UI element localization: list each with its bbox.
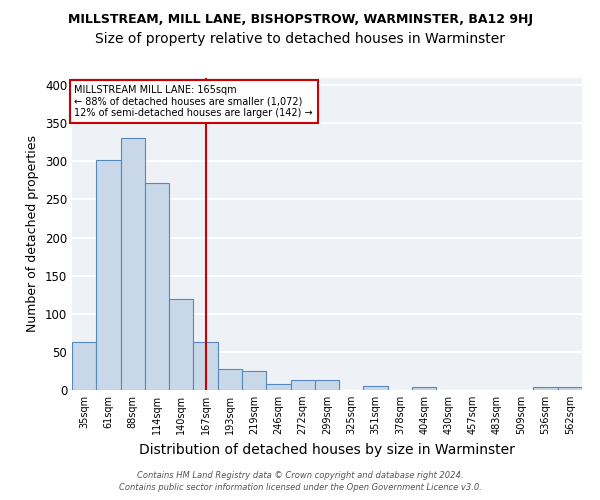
Bar [533, 387, 558, 390]
Bar [558, 387, 582, 390]
Bar [290, 380, 315, 390]
X-axis label: Distribution of detached houses by size in Warminster: Distribution of detached houses by size … [139, 442, 515, 456]
Text: Contains public sector information licensed under the Open Government Licence v3: Contains public sector information licen… [119, 484, 481, 492]
Bar [121, 138, 145, 390]
Bar [169, 298, 193, 390]
Bar [193, 342, 218, 390]
Bar [412, 387, 436, 390]
Bar [315, 380, 339, 390]
Bar [145, 182, 169, 390]
Bar [96, 160, 121, 390]
Bar [72, 342, 96, 390]
Bar [242, 371, 266, 390]
Text: MILLSTREAM MILL LANE: 165sqm
← 88% of detached houses are smaller (1,072)
12% of: MILLSTREAM MILL LANE: 165sqm ← 88% of de… [74, 85, 313, 118]
Text: Contains HM Land Registry data © Crown copyright and database right 2024.: Contains HM Land Registry data © Crown c… [137, 471, 463, 480]
Text: MILLSTREAM, MILL LANE, BISHOPSTROW, WARMINSTER, BA12 9HJ: MILLSTREAM, MILL LANE, BISHOPSTROW, WARM… [67, 12, 533, 26]
Y-axis label: Number of detached properties: Number of detached properties [26, 135, 40, 332]
Text: Size of property relative to detached houses in Warminster: Size of property relative to detached ho… [95, 32, 505, 46]
Bar [218, 370, 242, 390]
Bar [266, 384, 290, 390]
Bar [364, 386, 388, 390]
